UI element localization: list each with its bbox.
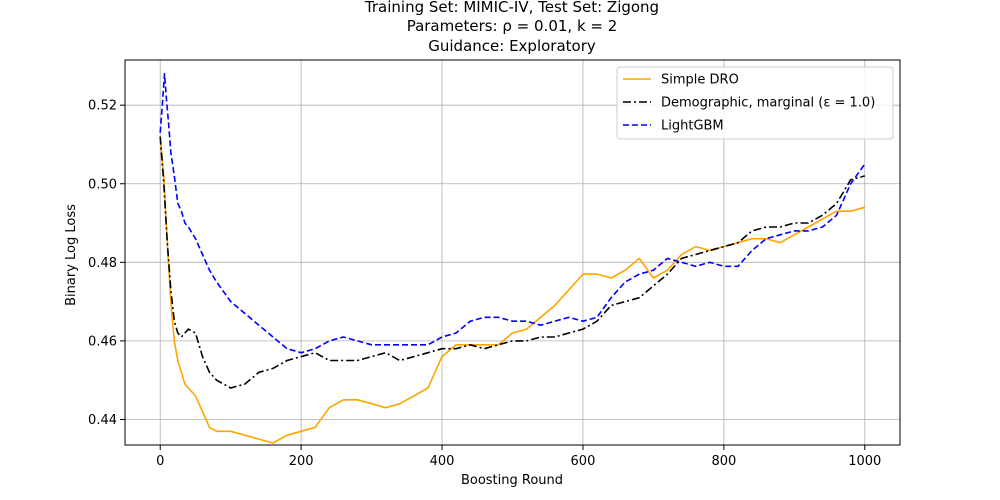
x-tick-label: 1000 — [848, 454, 881, 469]
x-axis: 0 200 400 600 800 1000 — [156, 445, 881, 469]
series-line-2 — [159, 136, 866, 389]
y-tick-label: 0.48 — [88, 256, 117, 271]
y-tick-label: 0.50 — [88, 177, 117, 192]
x-axis-title: Boosting Round — [461, 473, 563, 488]
x-tick-label: 200 — [289, 454, 314, 469]
title-line-3: Guidance: Exploratory — [428, 37, 596, 55]
x-tick-label: 800 — [711, 454, 736, 469]
legend-box — [616, 66, 894, 140]
legend-label: LightGBM — [661, 119, 724, 134]
y-tick-label: 0.46 — [88, 334, 117, 349]
y-tick-label: 0.52 — [88, 99, 117, 114]
title-line-2: Parameters: ρ = 0.01, k = 2 — [407, 17, 618, 35]
plot-frame — [124, 59, 901, 446]
chart-title: Training Set: MIMIC-IV, Test Set: Zigong… — [364, 0, 659, 55]
x-tick-label: 0 — [156, 454, 164, 469]
legend-label: Demographic, marginal (ε = 1.0) — [661, 96, 875, 111]
y-axis-title: Binary Log Loss — [64, 204, 79, 306]
plot-lines — [159, 72, 866, 444]
x-tick-label: 400 — [430, 454, 455, 469]
legend-label: Simple DRO — [661, 73, 739, 88]
series-line-1 — [159, 136, 866, 444]
x-tick-label: 600 — [571, 454, 596, 469]
legend: Simple DRO Demographic, marginal (ε = 1.0… — [616, 66, 894, 140]
y-axis: 0.44 0.46 0.48 0.50 0.52 — [88, 99, 125, 428]
y-tick-label: 0.44 — [88, 413, 117, 428]
title-line-1: Training Set: MIMIC-IV, Test Set: Zigong — [364, 0, 659, 16]
